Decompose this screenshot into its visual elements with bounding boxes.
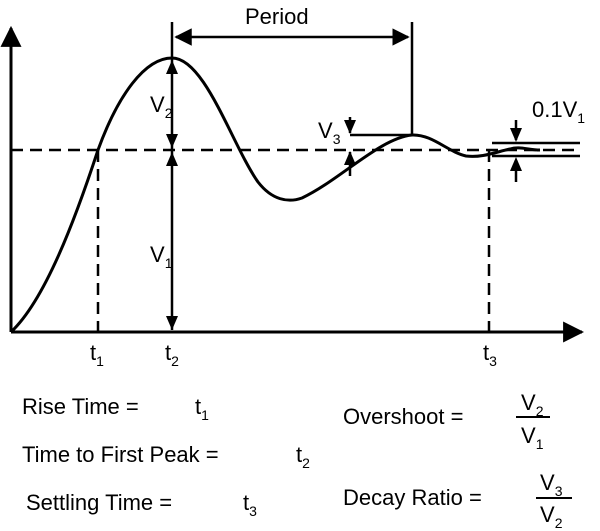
decay-ratio-denominator: V2 xyxy=(540,502,563,531)
v3-label: V3 xyxy=(318,118,341,147)
response-curve xyxy=(9,56,541,334)
t3-label: t3 xyxy=(483,340,497,369)
v2-label: V2 xyxy=(150,92,173,121)
t1-label: t1 xyxy=(90,340,104,369)
period-label: Period xyxy=(245,4,309,29)
v1-top-arrow xyxy=(166,152,178,166)
overshoot-denominator: V1 xyxy=(521,423,544,452)
t2-label: t2 xyxy=(165,340,179,369)
settling-time-definition: Settling Time = t3 xyxy=(26,490,257,519)
v3-lower-arrow xyxy=(344,151,356,165)
v3-upper-arrow xyxy=(344,120,356,134)
decay-ratio-numerator: V3 xyxy=(540,470,563,499)
rise-time-definition: Rise Time = t1 xyxy=(22,394,209,423)
tolerance-label: 0.1V1 xyxy=(532,97,585,126)
v1-bottom-arrow xyxy=(166,316,178,330)
tolerance-lower-arrow xyxy=(510,157,522,171)
first-peak-definition: Time to First Peak = t2 xyxy=(22,442,310,471)
tolerance-upper-arrow xyxy=(510,128,522,142)
v2-top-arrow xyxy=(166,60,178,74)
decay-ratio-label: Decay Ratio = xyxy=(343,485,482,510)
v1-label: V1 xyxy=(150,242,173,271)
overshoot-label: Overshoot = xyxy=(343,404,463,429)
overshoot-numerator: V2 xyxy=(521,390,544,419)
v2-bottom-arrow xyxy=(166,134,178,148)
